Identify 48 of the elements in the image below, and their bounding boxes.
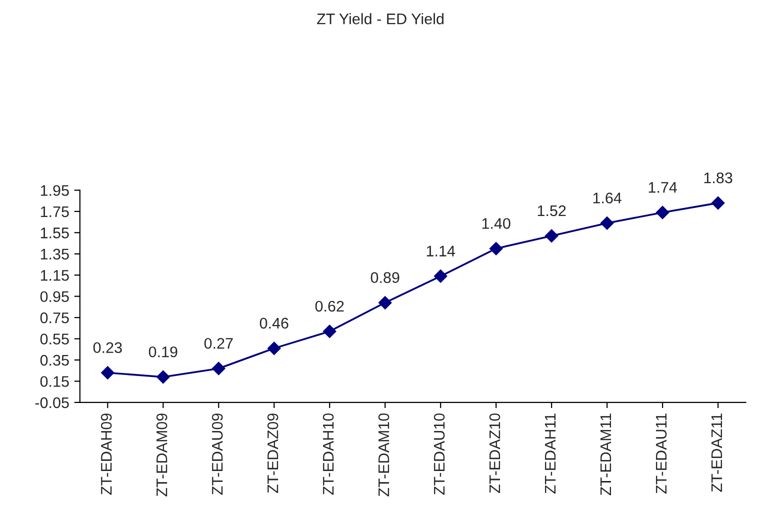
y-tick-label: 1.75 [40,206,69,218]
data-label: 0.62 [315,300,344,312]
y-tick-label: 1.55 [40,228,69,238]
y-tick-label: -0.05 [35,397,69,408]
x-tick-label: ZT-EDAH10 [322,413,334,495]
y-tick-label: 1.95 [40,185,69,196]
point [600,216,614,230]
y-tick-label: 0.15 [40,376,69,387]
point [544,229,558,242]
data-label: 0.27 [204,338,233,349]
chart-title: ZT Yield - ED Yield [317,13,444,24]
x-tick-label: ZT-EDAM11 [600,414,612,496]
point [212,362,226,376]
data-label: 0.23 [93,342,122,354]
point [711,196,725,210]
data-label: 0.46 [260,318,288,329]
x-tick-label: ZT-EDAZ10 [489,413,500,494]
x-tick-label: ZT-EDAU09 [212,414,223,495]
x-tick-label: ZT-EDAM09 [156,414,168,496]
data-label: 1.40 [482,218,510,229]
y-tick-label: 1.15 [40,270,69,281]
data-label: 1.74 [648,182,677,193]
x-tick-label: ZT-EDAU11 [656,414,667,494]
point [268,342,281,355]
point [101,366,114,380]
point [489,242,503,256]
x-tick-label: ZT-EDAH09 [100,414,112,495]
x-tick-label: ZT-EDAM10 [378,413,390,496]
data-label: 0.19 [148,346,178,358]
data-label: 1.64 [593,192,622,204]
y-tick-label: 0.95 [40,291,69,302]
x-tick-label: ZT-EDAZ11 [711,414,722,492]
y-tick-label: 0.55 [40,334,69,344]
x-tick-label: ZT-EDAZ09 [267,414,278,494]
data-label: 1.52 [538,205,566,216]
point [323,324,336,338]
data-label: 1.14 [426,246,456,256]
x-tick-label: ZT-EDAH11 [545,414,556,494]
y-tick-label: 1.35 [40,248,69,260]
point [656,206,670,220]
y-tick-label: 0.35 [40,354,69,366]
data-label: 1.83 [704,172,732,184]
point [378,296,392,310]
point [156,370,170,384]
data-label: 0.89 [370,272,400,283]
y-tick-label: 0.75 [40,312,69,324]
x-tick-label: ZT-EDAU10 [434,413,445,495]
point [434,270,448,283]
